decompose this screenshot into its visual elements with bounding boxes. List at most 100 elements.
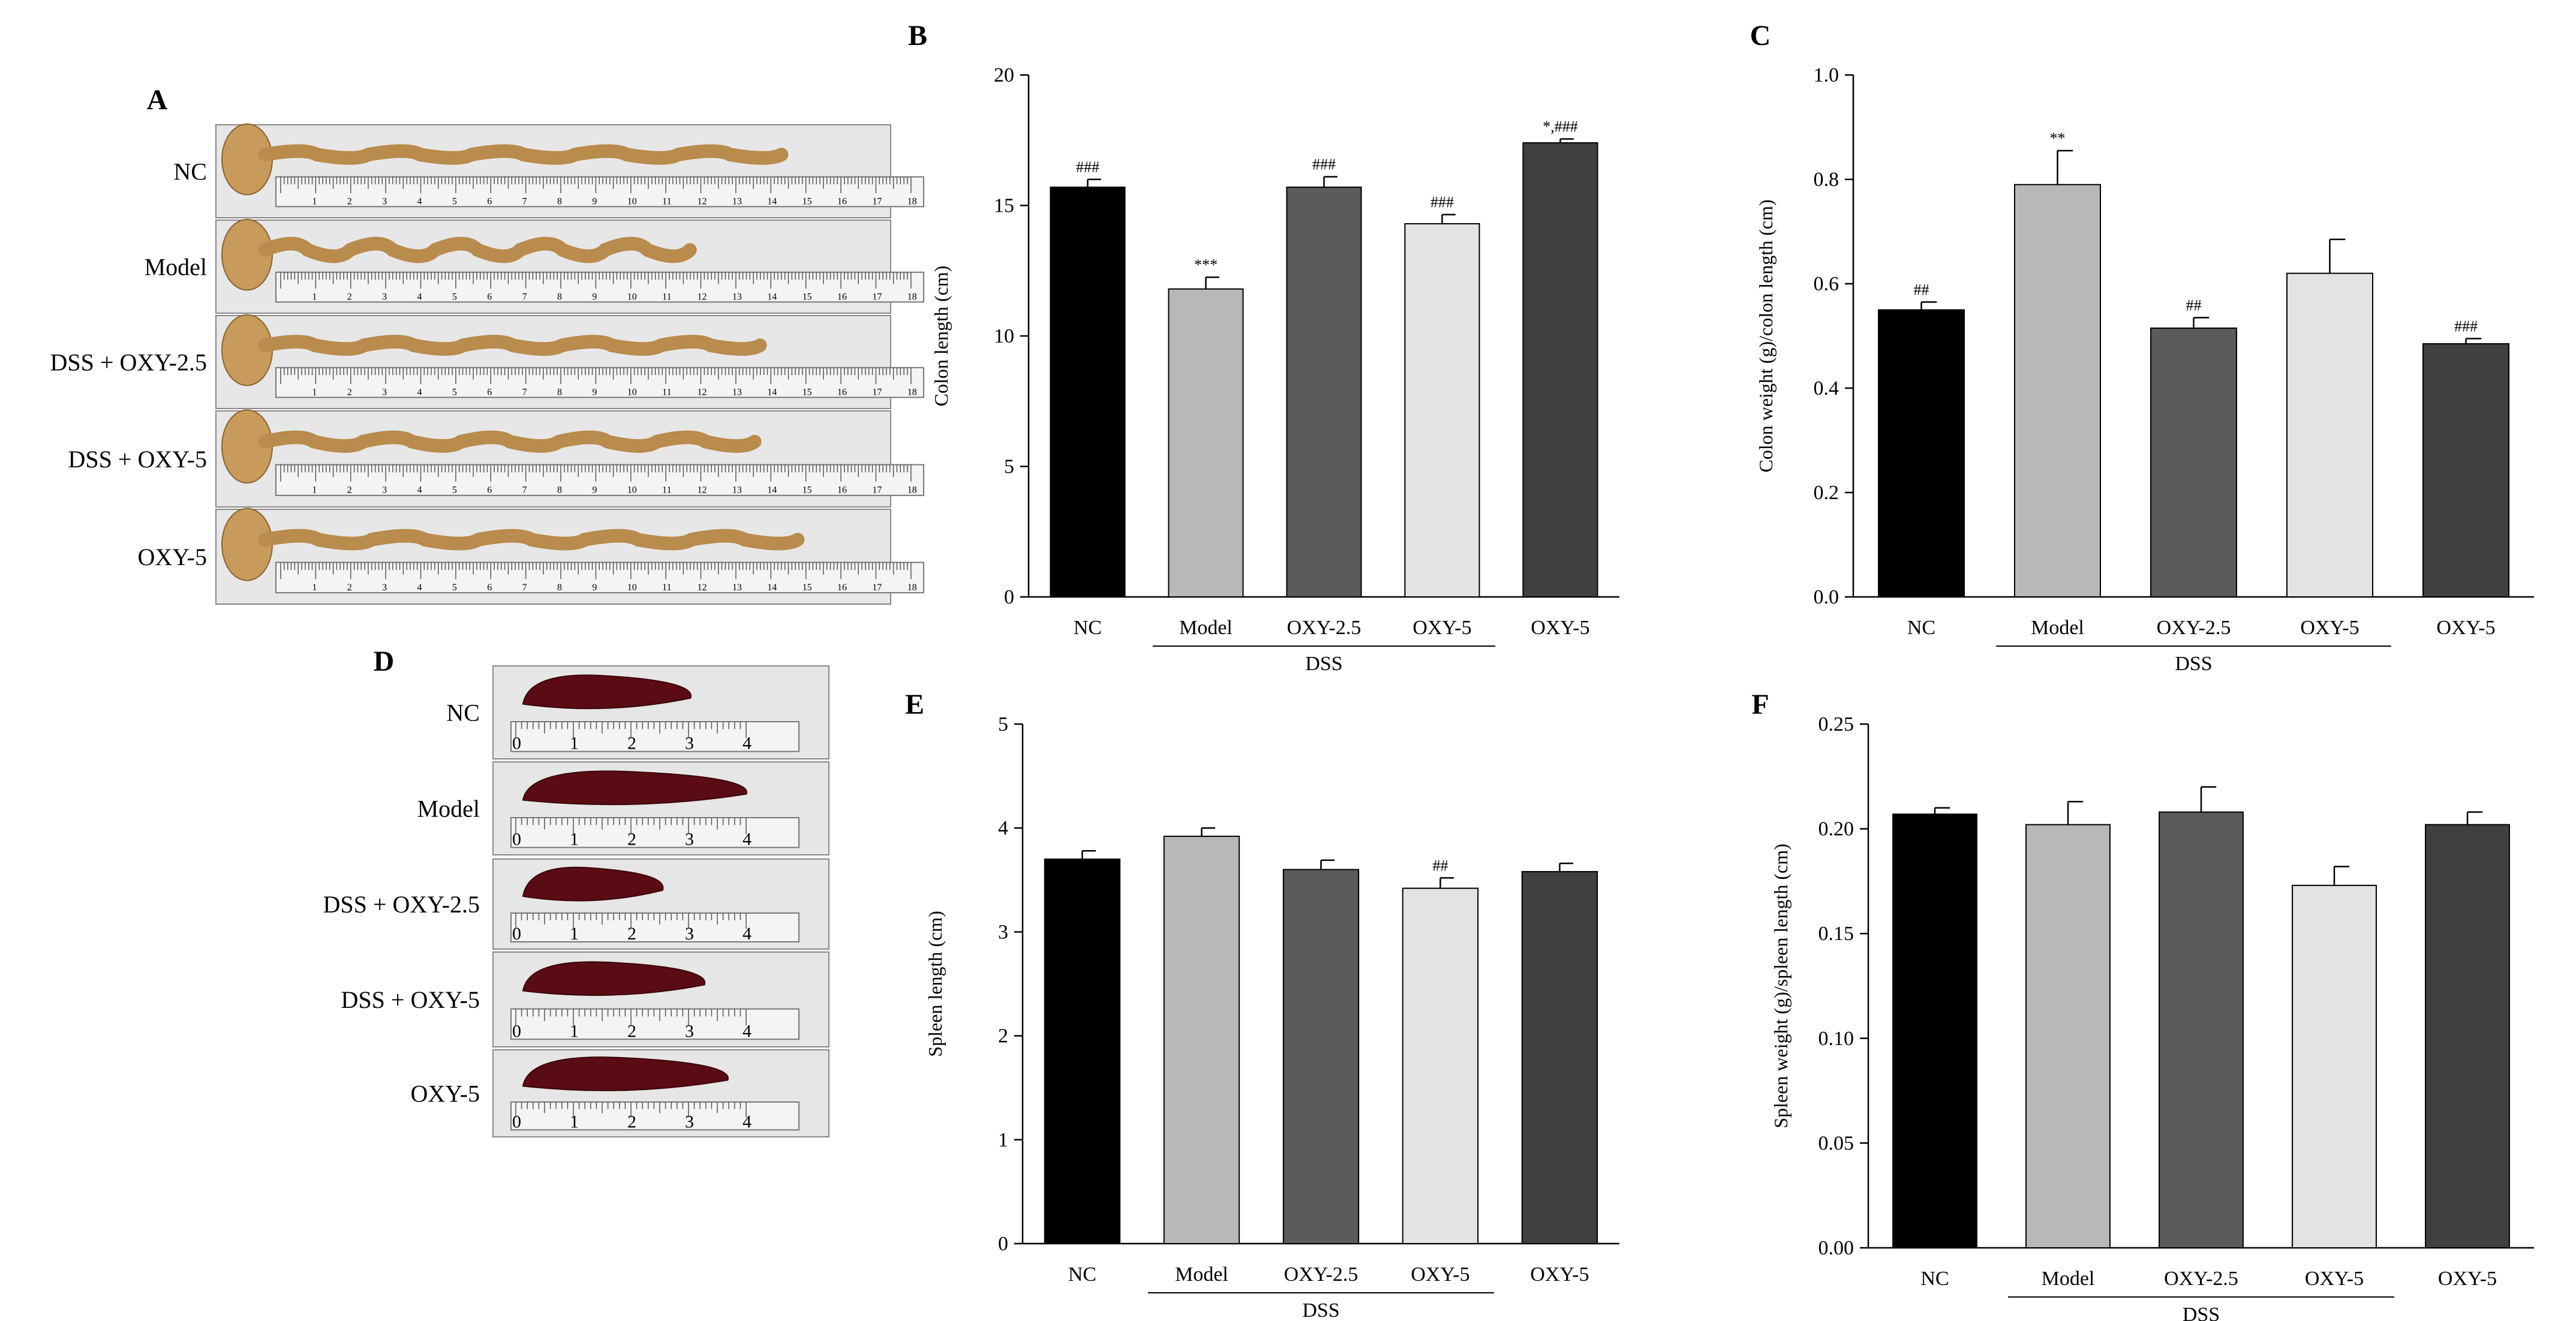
significance-label: ** xyxy=(2050,130,2066,147)
y-tick-label: 0.6 xyxy=(1814,273,1839,295)
category-label: OXY-5 xyxy=(2305,1268,2364,1290)
category-label: Model xyxy=(2031,617,2084,639)
y-tick-label: 0.2 xyxy=(1814,482,1839,504)
ruler-number: 3 xyxy=(382,292,387,302)
y-tick-label: 2 xyxy=(998,1025,1008,1047)
bar xyxy=(2292,884,2377,1249)
ruler-number: 11 xyxy=(662,196,671,206)
ruler-number: 11 xyxy=(662,292,671,302)
bar xyxy=(1877,309,1965,598)
y-tick-label: 1 xyxy=(998,1129,1008,1151)
photo-row: DSS + OXY-2.5 0 1 2 3 4 xyxy=(323,858,829,950)
ruler xyxy=(510,1008,799,1040)
ruler-number: 8 xyxy=(557,583,562,593)
y-tick-label: 0 xyxy=(1004,586,1014,608)
significance-label: *** xyxy=(1194,256,1218,274)
category-label: OXY-2.5 xyxy=(1284,1263,1358,1286)
panel-letter-d: D xyxy=(374,646,395,677)
photo-row-label: NC xyxy=(173,158,207,185)
ruler-number: 3 xyxy=(685,924,694,944)
ruler-number: 18 xyxy=(907,387,917,397)
ruler-number: 13 xyxy=(732,387,742,397)
y-tick-label: 4 xyxy=(998,817,1008,839)
significance-label: ### xyxy=(1430,194,1454,211)
ruler xyxy=(275,367,924,398)
ruler-number: 14 xyxy=(767,583,777,593)
y-axis-title: Colon weight (g)/colon length (cm) xyxy=(1755,199,1777,472)
bar xyxy=(2286,272,2374,598)
group-label: DSS xyxy=(2175,653,2212,675)
ruler-number: 6 xyxy=(487,583,492,593)
ruler-number: 1 xyxy=(312,196,317,206)
ruler-number: 0 xyxy=(512,1021,521,1041)
bar xyxy=(2025,824,2111,1248)
photo-row: DSS + OXY-5 0 1 2 3 4 xyxy=(341,951,829,1047)
bar xyxy=(1404,223,1480,598)
ruler-number: 11 xyxy=(662,485,671,496)
bar xyxy=(1163,836,1240,1244)
chart-f: F 0.00 0.05 0.10 0.15 0.20 0.25 Spleen weight (… xyxy=(1751,689,2534,1321)
ruler-number: 2 xyxy=(627,924,636,944)
y-axis-title: Colon length (cm) xyxy=(930,266,952,407)
bar xyxy=(1286,187,1362,598)
ruler-number: 6 xyxy=(487,387,492,397)
bar xyxy=(2422,343,2510,598)
ruler-number: 10 xyxy=(627,485,637,496)
y-tick-label: 5 xyxy=(1004,456,1014,478)
ruler-number: 11 xyxy=(662,387,671,397)
ruler-number: 2 xyxy=(347,387,352,397)
photo-row-label: Model xyxy=(417,795,480,822)
bar xyxy=(1892,813,1977,1248)
ruler-number: 6 xyxy=(487,485,492,496)
ruler-number: 1 xyxy=(312,485,317,496)
category-label: OXY-2.5 xyxy=(1287,617,1361,639)
panel-letter-e: E xyxy=(905,689,924,720)
y-tick-label: 0.05 xyxy=(1818,1132,1854,1154)
ruler-number: 9 xyxy=(592,387,597,397)
colon-tissue xyxy=(258,335,767,356)
ruler-number: 17 xyxy=(872,196,882,206)
ruler xyxy=(275,271,924,303)
chart-b: B 0 5 10 15 20 Colon length (cm) ### NC *** Model #… xyxy=(908,20,1619,675)
category-label: OXY-5 xyxy=(1530,1263,1589,1286)
bar xyxy=(1050,187,1126,598)
y-tick-label: 0.0 xyxy=(1814,586,1839,608)
ruler-number: 1 xyxy=(570,1112,579,1132)
y-tick-label: 0 xyxy=(998,1233,1008,1255)
bar xyxy=(2150,327,2238,598)
y-tick-label: 15 xyxy=(994,195,1014,217)
spleen-tissue xyxy=(522,770,747,806)
ruler-number: 1 xyxy=(312,583,317,593)
significance-label: *,### xyxy=(1543,118,1578,136)
y-tick-label: 0.00 xyxy=(1818,1237,1854,1259)
category-label: NC xyxy=(1074,617,1102,639)
ruler-number: 5 xyxy=(452,583,457,593)
ruler-number: 12 xyxy=(698,387,707,397)
significance-label: ### xyxy=(1312,156,1336,173)
ruler-number: 11 xyxy=(662,583,671,593)
photo-row: NC1 2 3 4 5 6 7 8 9 10 11 12 13 14 15 16 17 18 xyxy=(173,123,924,218)
y-tick-label: 0.8 xyxy=(1814,169,1839,191)
ruler-number: 17 xyxy=(872,485,882,496)
ruler-number: 16 xyxy=(837,292,847,302)
bar xyxy=(1402,887,1479,1244)
ruler-number: 2 xyxy=(627,734,636,753)
ruler-number: 3 xyxy=(685,1021,694,1041)
ruler-number: 4 xyxy=(417,485,422,496)
ruler-number: 1 xyxy=(570,734,579,753)
ruler-number: 8 xyxy=(557,387,562,397)
ruler-number: 5 xyxy=(452,196,457,206)
ruler-number: 1 xyxy=(570,1021,579,1041)
ruler-number: 4 xyxy=(743,734,752,753)
colon-tissue xyxy=(258,236,697,263)
ruler-number: 9 xyxy=(592,196,597,206)
panel-letter-b: B xyxy=(908,20,927,52)
y-tick-label: 5 xyxy=(998,713,1008,735)
ruler-number: 14 xyxy=(767,292,777,302)
ruler-number: 12 xyxy=(698,292,707,302)
ruler-number: 14 xyxy=(767,485,777,496)
significance-label: ## xyxy=(1433,857,1448,874)
ruler-number: 3 xyxy=(382,387,387,397)
